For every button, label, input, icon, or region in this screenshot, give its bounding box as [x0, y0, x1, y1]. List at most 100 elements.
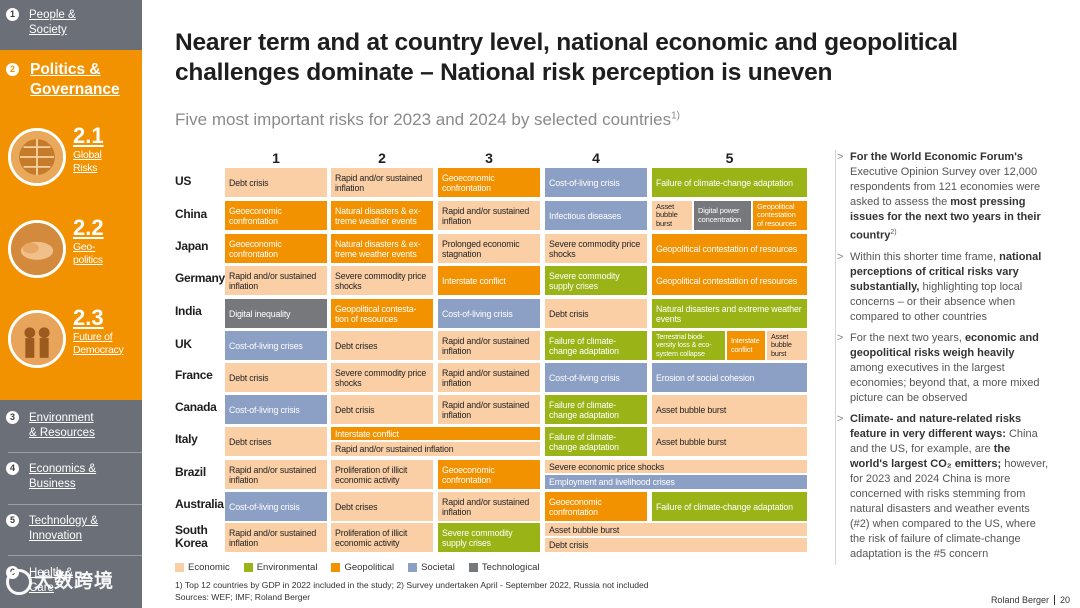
risk-cell: Interstate conflict — [438, 266, 540, 295]
risk-cell: Debt crisis — [225, 168, 327, 197]
legend-item-economic: Economic — [175, 562, 230, 573]
row-label-country: Japan — [175, 239, 209, 253]
risk-cell: Failure of climate-change adaptation — [652, 168, 807, 197]
sidebar-item-label: Technology & Innovation — [29, 515, 99, 542]
divider — [8, 504, 142, 505]
risk-cell: Cost-of-living crisis — [225, 395, 327, 424]
legend-swatch — [468, 563, 478, 572]
section-number-badge: 5 — [6, 514, 19, 527]
risk-cell: Asset bubble burst — [652, 201, 692, 230]
sidebar-item-environment-resources[interactable]: 3 Environment & Resources — [0, 411, 142, 445]
handshake-image — [8, 220, 66, 278]
subsection-future-of-democracy[interactable]: 2.3 Future of Democracy — [8, 306, 140, 374]
risk-cell: Geopolitical contestation of resources — [753, 201, 807, 230]
page-number: 20 — [1053, 595, 1070, 605]
risk-cell: Severe commodity price shocks — [331, 363, 433, 392]
row-label-country: South Korea — [175, 523, 208, 550]
section-number-badge: 2 — [6, 63, 19, 76]
risk-cell: Asset bubble burst — [545, 523, 807, 536]
risk-cell: Geoeconomic confrontation — [438, 460, 540, 489]
commentary-bullet: > For the next two years, economic and g… — [837, 331, 1040, 404]
risk-cell: Erosion of social cohesion — [652, 363, 807, 392]
risk-cell: Rapid and/or sustained inflation — [331, 442, 540, 456]
risk-cell: Terrestrial biodi-versity loss & eco-sys… — [652, 331, 725, 360]
row-label-country: Italy — [175, 432, 198, 446]
risk-cell: Geoeconomic confrontation — [438, 168, 540, 197]
section-number-badge: 4 — [6, 462, 19, 475]
risk-cell: Rapid and/or sustained inflation — [225, 460, 327, 489]
legend-item-environmental: Environmental — [243, 562, 317, 573]
row-label-country: Germany — [175, 271, 225, 285]
risk-cell: Severe commodity supply crises — [545, 266, 647, 295]
subsection-number: 2.1 — [73, 123, 104, 148]
risk-cell: Rapid and/or sustained inflation — [438, 201, 540, 230]
risk-cell: Proliferation of illicit economic activi… — [331, 523, 433, 552]
risk-cell: Rapid and/or sustained inflation — [438, 492, 540, 521]
risk-cell: Severe commodity supply crises — [438, 523, 540, 552]
risk-cell: Debt crisis — [545, 299, 647, 328]
risk-cell: Natural disasters & ex-treme weather eve… — [331, 201, 433, 230]
legend-item-geopolitical: Geopolitical — [331, 562, 394, 573]
sidebar-item-politics-governance[interactable]: 2 Politics & Governance 2.1 Global Risks… — [0, 50, 142, 400]
risk-cell: Rapid and/or sustained inflation — [225, 266, 327, 295]
risk-cell: Severe economic price shocks — [545, 460, 807, 473]
arrow-bullet-icon: > — [837, 331, 844, 344]
risk-cell: Proliferation of illicit economic activi… — [331, 460, 433, 489]
legend-swatch — [331, 563, 341, 572]
sources-text: Sources: WEF; IMF; Roland Berger — [175, 591, 311, 602]
sidebar: 1 People & Society 2 Politics & Governan… — [0, 0, 142, 608]
divider — [8, 555, 142, 556]
legend-item-technological: Technological — [468, 562, 539, 573]
risk-cell: Debt crisis — [545, 538, 807, 552]
risk-cell: Geopolitical contesta-tion of resources — [331, 299, 433, 328]
column-header: 3 — [485, 150, 493, 166]
risk-cell: Interstate conflict — [331, 427, 540, 440]
section-number-badge: 1 — [6, 8, 19, 21]
risk-cell: Rapid and/or sustained inflation — [438, 331, 540, 360]
risk-cell: Cost-of-living crisis — [225, 492, 327, 521]
risk-cell: Digital inequality — [225, 299, 327, 328]
subsection-global-risks[interactable]: 2.1 Global Risks — [8, 124, 140, 192]
people-image — [8, 310, 66, 368]
column-header: 5 — [725, 150, 734, 166]
sidebar-item-economics-business[interactable]: 4 Economics & Business — [0, 462, 142, 496]
commentary-bullet: > Climate- and nature-related risks feat… — [837, 412, 1049, 560]
risk-cell: Infectious diseases — [545, 201, 647, 230]
subsection-geopolitics[interactable]: 2.2 Geo-politics — [8, 216, 140, 284]
legend-item-societal: Societal — [408, 562, 455, 573]
legend-swatch — [243, 563, 253, 572]
row-label-country: Australia — [175, 497, 224, 511]
risk-cell: Digital power concentration — [694, 201, 751, 230]
row-label-country: UK — [175, 337, 192, 351]
risk-cell: Debt crises — [225, 427, 327, 456]
globe-image — [8, 128, 66, 186]
risk-cell: Employment and livelihood crises — [545, 475, 807, 489]
risk-cell: Failure of climate-change adaptation — [545, 331, 647, 360]
sidebar-item-technology-innovation[interactable]: 5 Technology & Innovation — [0, 514, 142, 548]
subsection-label: Global Risks — [73, 149, 102, 174]
row-label-country: China — [175, 207, 207, 221]
commentary-bullet: > For the World Economic Forum's Executi… — [837, 151, 1041, 242]
sidebar-item-people-society[interactable]: 1 People & Society — [0, 8, 142, 44]
risk-cell: Geoeconomic confrontation — [545, 492, 647, 521]
subsection-number: 2.3 — [73, 305, 104, 330]
risk-cell: Severe commodity price shocks — [331, 266, 433, 295]
sidebar-item-label: Economics & Business — [29, 463, 97, 490]
column-header: 1 — [272, 150, 280, 166]
row-label-country: France — [175, 368, 213, 382]
risk-cell: Asset bubble burst — [652, 427, 807, 456]
risk-cell: Cost-of-living crisis — [545, 168, 647, 197]
footnote-text: 1) Top 12 countries by GDP in 2022 inclu… — [175, 580, 649, 590]
row-label-country: US — [175, 174, 192, 188]
risk-cell: Severe commodity price shocks — [545, 234, 647, 263]
risk-cell: Debt crises — [331, 331, 433, 360]
column-header: 2 — [378, 150, 386, 166]
risk-cell: Debt crisis — [331, 395, 433, 424]
legend-swatch — [175, 563, 184, 572]
subsection-label: Future of Democracy — [73, 331, 124, 356]
watermark-ring-icon — [6, 568, 32, 595]
brand-name: Roland Berger — [990, 595, 1049, 605]
legend-swatch — [408, 563, 418, 572]
risk-cell: Geopolitical contestation of resources — [652, 234, 807, 263]
risk-cell: Geoeconomic confrontation — [225, 201, 327, 230]
